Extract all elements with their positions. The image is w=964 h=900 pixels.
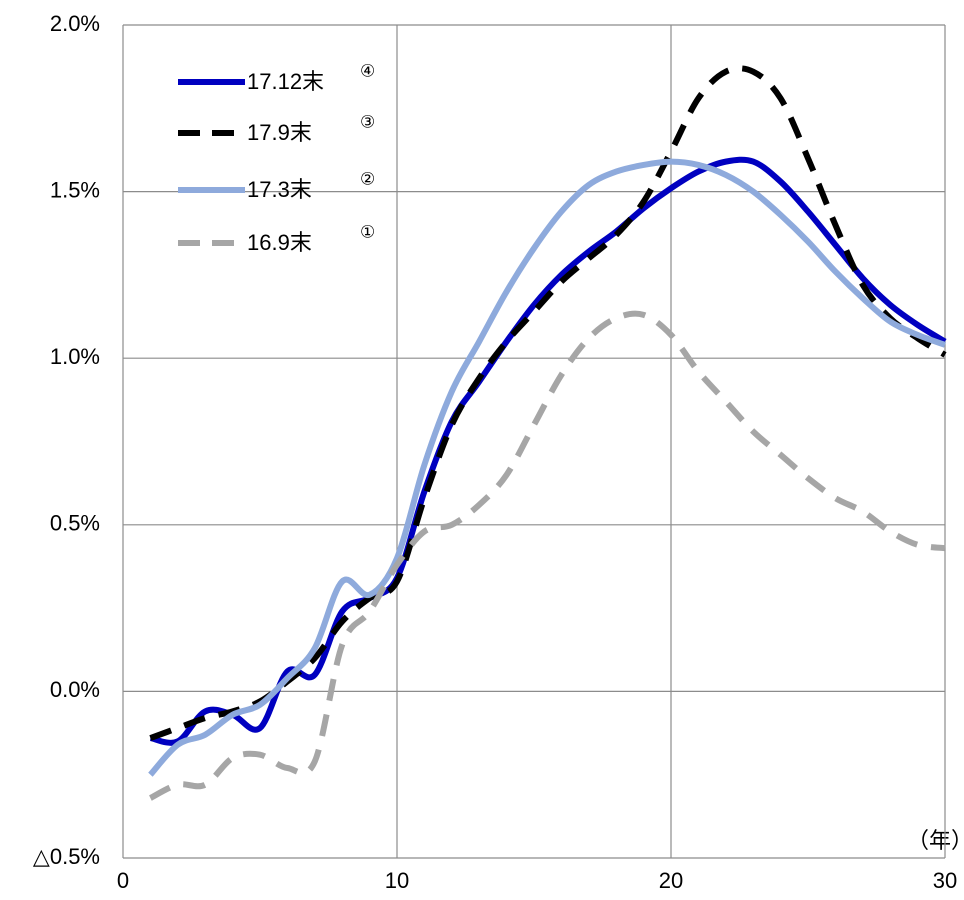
legend-label: 16.9末	[247, 230, 312, 255]
x-tick-label: 20	[659, 868, 683, 893]
legend-label: 17.3末	[247, 177, 312, 202]
y-tick-label: △0.5%	[33, 844, 100, 869]
series-line	[149, 156, 947, 746]
legend-marker-label: ④	[360, 61, 375, 80]
legend-label: 17.9末	[247, 120, 312, 145]
x-tick-label: 30	[933, 868, 957, 893]
legend-marker-label: ②	[360, 169, 375, 188]
series-line	[148, 158, 947, 777]
x-tick-label: 0	[117, 868, 129, 893]
x-axis-label: （年）	[907, 828, 964, 853]
legend-marker-label: ③	[360, 112, 375, 131]
y-tick-label: 0.5%	[50, 511, 100, 536]
series-line	[149, 65, 947, 741]
y-tick-label: 1.0%	[50, 344, 100, 369]
x-tick-label: 10	[385, 868, 409, 893]
series-line	[149, 310, 946, 801]
legend-label: 17.12末	[247, 69, 324, 94]
legend-marker-label: ①	[360, 222, 375, 241]
y-tick-label: 2.0%	[50, 11, 100, 36]
y-tick-label: 0.0%	[50, 677, 100, 702]
y-tick-label: 1.5%	[50, 177, 100, 202]
